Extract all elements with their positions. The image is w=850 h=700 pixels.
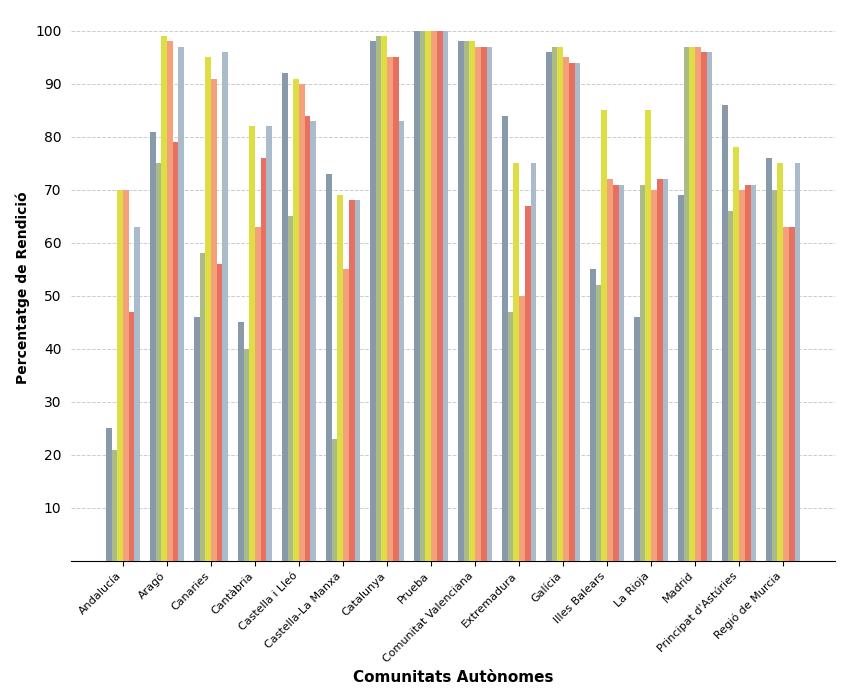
- Bar: [728, 211, 734, 561]
- Bar: [722, 105, 728, 561]
- Bar: [481, 47, 486, 561]
- Bar: [255, 227, 261, 561]
- Bar: [150, 132, 156, 561]
- Bar: [745, 185, 751, 561]
- Bar: [519, 296, 524, 561]
- Bar: [282, 74, 287, 561]
- Bar: [683, 47, 689, 561]
- Bar: [217, 264, 223, 561]
- Bar: [766, 158, 772, 561]
- Bar: [789, 227, 795, 561]
- Bar: [399, 121, 405, 561]
- Bar: [326, 174, 332, 561]
- Bar: [645, 111, 651, 561]
- Bar: [613, 185, 619, 561]
- Bar: [475, 47, 481, 561]
- Bar: [194, 317, 200, 561]
- Bar: [634, 317, 640, 561]
- Bar: [558, 47, 563, 561]
- Bar: [778, 163, 783, 561]
- Bar: [706, 52, 712, 561]
- Bar: [601, 111, 607, 561]
- Bar: [414, 31, 420, 561]
- Bar: [590, 270, 596, 561]
- Bar: [167, 41, 173, 561]
- Bar: [689, 47, 695, 561]
- Bar: [387, 57, 393, 561]
- Bar: [596, 286, 601, 561]
- Bar: [431, 31, 437, 561]
- Bar: [662, 179, 668, 561]
- Bar: [305, 116, 310, 561]
- Bar: [111, 449, 117, 561]
- Bar: [244, 349, 249, 561]
- Bar: [513, 163, 519, 561]
- Bar: [211, 78, 217, 561]
- Bar: [437, 31, 443, 561]
- Bar: [425, 31, 431, 561]
- Bar: [469, 41, 475, 561]
- Bar: [640, 185, 645, 561]
- Bar: [575, 63, 581, 561]
- Bar: [343, 270, 348, 561]
- Y-axis label: Percentatge de Rendició: Percentatge de Rendició: [15, 192, 30, 384]
- Bar: [156, 163, 162, 561]
- Bar: [502, 116, 507, 561]
- Bar: [530, 163, 536, 561]
- Bar: [223, 52, 228, 561]
- Bar: [734, 148, 740, 561]
- Bar: [337, 195, 343, 561]
- Bar: [123, 190, 128, 561]
- Bar: [463, 41, 469, 561]
- Bar: [678, 195, 683, 561]
- Bar: [751, 185, 756, 561]
- Bar: [486, 47, 492, 561]
- Bar: [651, 190, 657, 561]
- Bar: [370, 41, 376, 561]
- Bar: [393, 57, 399, 561]
- Bar: [178, 47, 184, 561]
- Bar: [569, 63, 575, 561]
- Bar: [117, 190, 123, 561]
- Bar: [657, 179, 662, 561]
- Bar: [795, 163, 801, 561]
- Bar: [783, 227, 789, 561]
- Bar: [382, 36, 387, 561]
- Bar: [524, 206, 530, 561]
- Bar: [376, 36, 382, 561]
- Bar: [249, 126, 255, 561]
- Bar: [607, 179, 613, 561]
- Bar: [238, 323, 244, 561]
- Bar: [299, 84, 305, 561]
- Bar: [134, 227, 140, 561]
- Bar: [619, 185, 624, 561]
- Bar: [563, 57, 569, 561]
- Bar: [287, 216, 293, 561]
- Bar: [546, 52, 552, 561]
- X-axis label: Comunitats Autònomes: Comunitats Autònomes: [353, 670, 553, 685]
- Bar: [106, 428, 111, 561]
- Bar: [348, 200, 354, 561]
- Bar: [267, 126, 272, 561]
- Bar: [420, 31, 425, 561]
- Bar: [206, 57, 211, 561]
- Bar: [200, 253, 206, 561]
- Bar: [293, 78, 299, 561]
- Bar: [310, 121, 316, 561]
- Bar: [332, 439, 337, 561]
- Bar: [443, 31, 448, 561]
- Bar: [772, 190, 778, 561]
- Bar: [458, 41, 463, 561]
- Bar: [695, 47, 701, 561]
- Bar: [173, 142, 178, 561]
- Bar: [701, 52, 706, 561]
- Bar: [162, 36, 167, 561]
- Bar: [552, 47, 558, 561]
- Bar: [128, 312, 134, 561]
- Bar: [354, 200, 360, 561]
- Bar: [740, 190, 745, 561]
- Bar: [261, 158, 267, 561]
- Bar: [507, 312, 513, 561]
